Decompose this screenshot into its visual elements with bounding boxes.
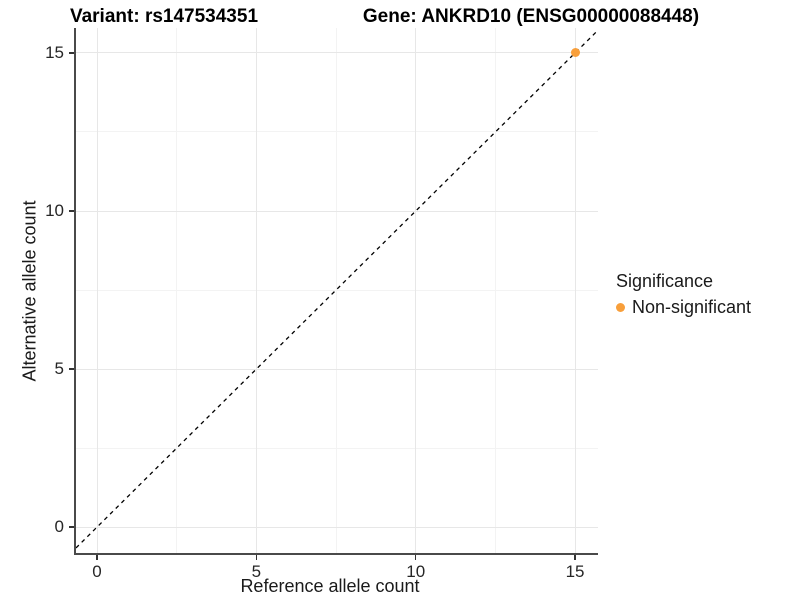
legend-item-label: Non-significant <box>632 297 752 317</box>
x-axis-line <box>74 553 598 555</box>
y-major-gridline <box>76 368 598 370</box>
x-major-gridline <box>96 28 98 553</box>
legend-items: Non-significant <box>616 297 751 318</box>
legend-title: Significance <box>616 271 714 291</box>
x-tick-label: 15 <box>565 562 585 581</box>
identity-line-layer <box>76 29 598 549</box>
legend-item: Non-significant <box>616 297 751 318</box>
y-tick-label: 15 <box>45 42 64 62</box>
x-major-gridline <box>415 28 417 553</box>
identity-reference-line <box>76 29 598 549</box>
x-tick-mark <box>414 555 417 560</box>
y-minor-gridline <box>76 289 598 291</box>
y-tick-mark <box>69 526 74 528</box>
y-axis-line <box>74 28 76 555</box>
y-tick-mark <box>69 52 74 54</box>
y-axis-title: Alternative allele count <box>19 200 40 382</box>
x-tick-mark <box>96 555 98 560</box>
x-axis-title: Reference allele count <box>240 576 420 596</box>
x-tick-label: 0 <box>92 562 102 581</box>
y-tick-mark <box>69 368 74 370</box>
x-tick-label: 10 <box>406 562 426 581</box>
data-point <box>570 48 580 58</box>
x-tick-mark <box>574 555 576 560</box>
y-tick-label: 0 <box>54 517 64 537</box>
y-minor-gridline <box>76 131 598 133</box>
gene-title: Gene: ANKRD10 (ENSG00000088448) <box>362 6 700 27</box>
legend: Significance Non-significant <box>616 271 751 318</box>
y-tick-mark <box>69 210 74 212</box>
variant-title: Variant: rs147534351 <box>69 6 259 27</box>
y-tick-label: 10 <box>45 201 64 220</box>
y-major-gridline <box>76 210 598 212</box>
y-major-gridline <box>76 52 598 54</box>
x-tick-mark <box>255 555 258 560</box>
y-minor-gridline <box>76 447 598 449</box>
x-major-gridline <box>255 28 257 553</box>
plot-panel <box>76 28 598 553</box>
x-tick-label: 5 <box>251 562 262 581</box>
y-major-gridline <box>76 526 598 528</box>
y-tick-label: 5 <box>54 359 64 379</box>
x-major-gridline <box>574 28 576 553</box>
legend-point-icon <box>616 303 625 312</box>
